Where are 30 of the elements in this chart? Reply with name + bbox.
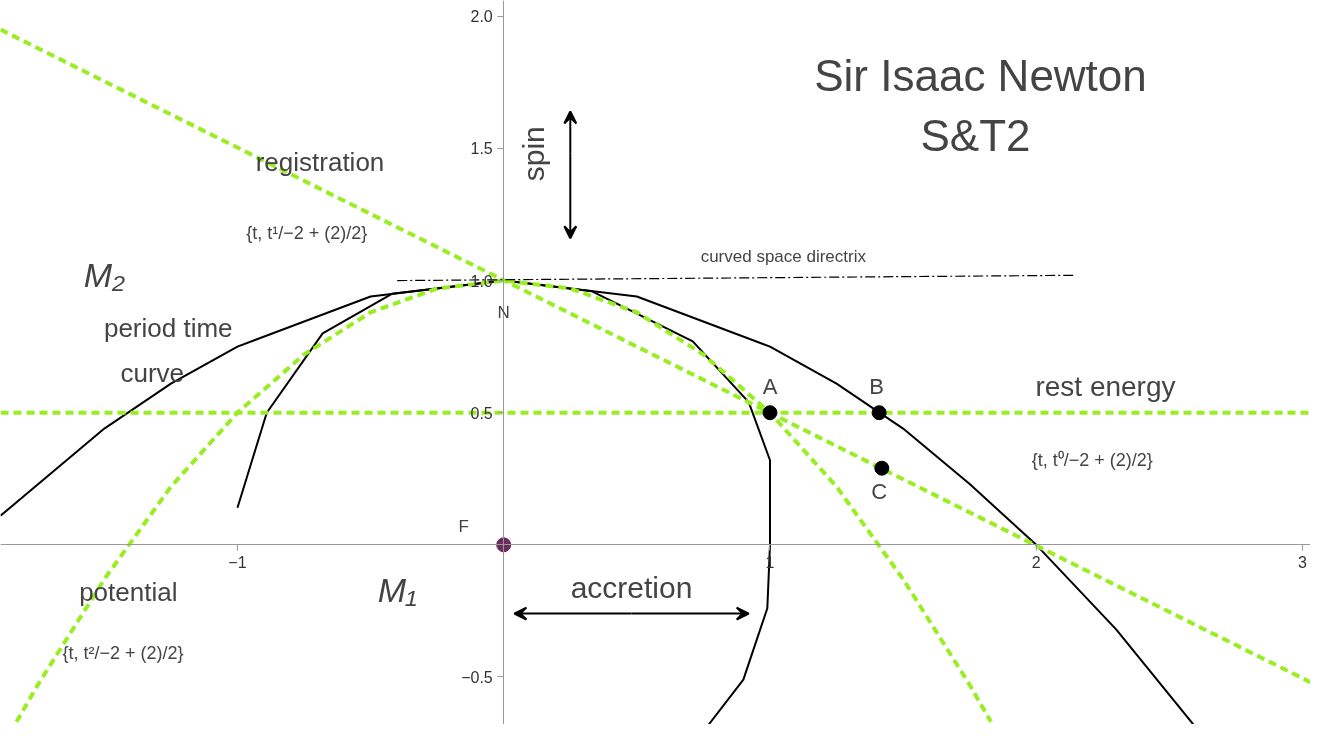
point <box>762 405 778 421</box>
y-tick-label: 1.5 <box>470 140 493 158</box>
annotation: {t, t²/−2 + (2)/2} <box>62 643 184 664</box>
annotation: period time <box>103 313 233 344</box>
annotation: spin <box>516 126 550 182</box>
annotation: curved space directrix <box>700 247 867 267</box>
annotation: M₂ <box>83 256 126 295</box>
annotation: B <box>869 373 884 399</box>
x-tick-label: 2 <box>1031 553 1041 571</box>
annotation: F <box>458 516 469 536</box>
annotation: {t, t¹/−2 + (2)/2} <box>246 223 368 244</box>
annotation: rest energy <box>1035 370 1176 402</box>
x-tick-label: −1 <box>228 553 247 571</box>
point <box>871 405 887 421</box>
y-tick-label: 1.0 <box>470 272 493 290</box>
annotation: {t, t⁰/−2 + (2)/2} <box>1031 450 1153 471</box>
x-tick-label: 3 <box>1298 553 1308 571</box>
annotation: accretion <box>570 570 693 604</box>
y-tick-label: −0.5 <box>461 668 493 686</box>
y-tick-label: 0.5 <box>470 404 493 422</box>
annotation: potential <box>79 577 178 608</box>
annotation: curve <box>120 358 185 389</box>
point <box>874 460 890 476</box>
annotation: M₁ <box>377 570 417 609</box>
y-tick-label: 2.0 <box>470 8 493 26</box>
text: Sir Isaac Newton <box>814 51 1147 100</box>
annotation: A <box>762 373 778 399</box>
annotation: C <box>871 479 888 505</box>
annotation: N <box>497 302 510 322</box>
text: S&T2 <box>920 111 1031 160</box>
